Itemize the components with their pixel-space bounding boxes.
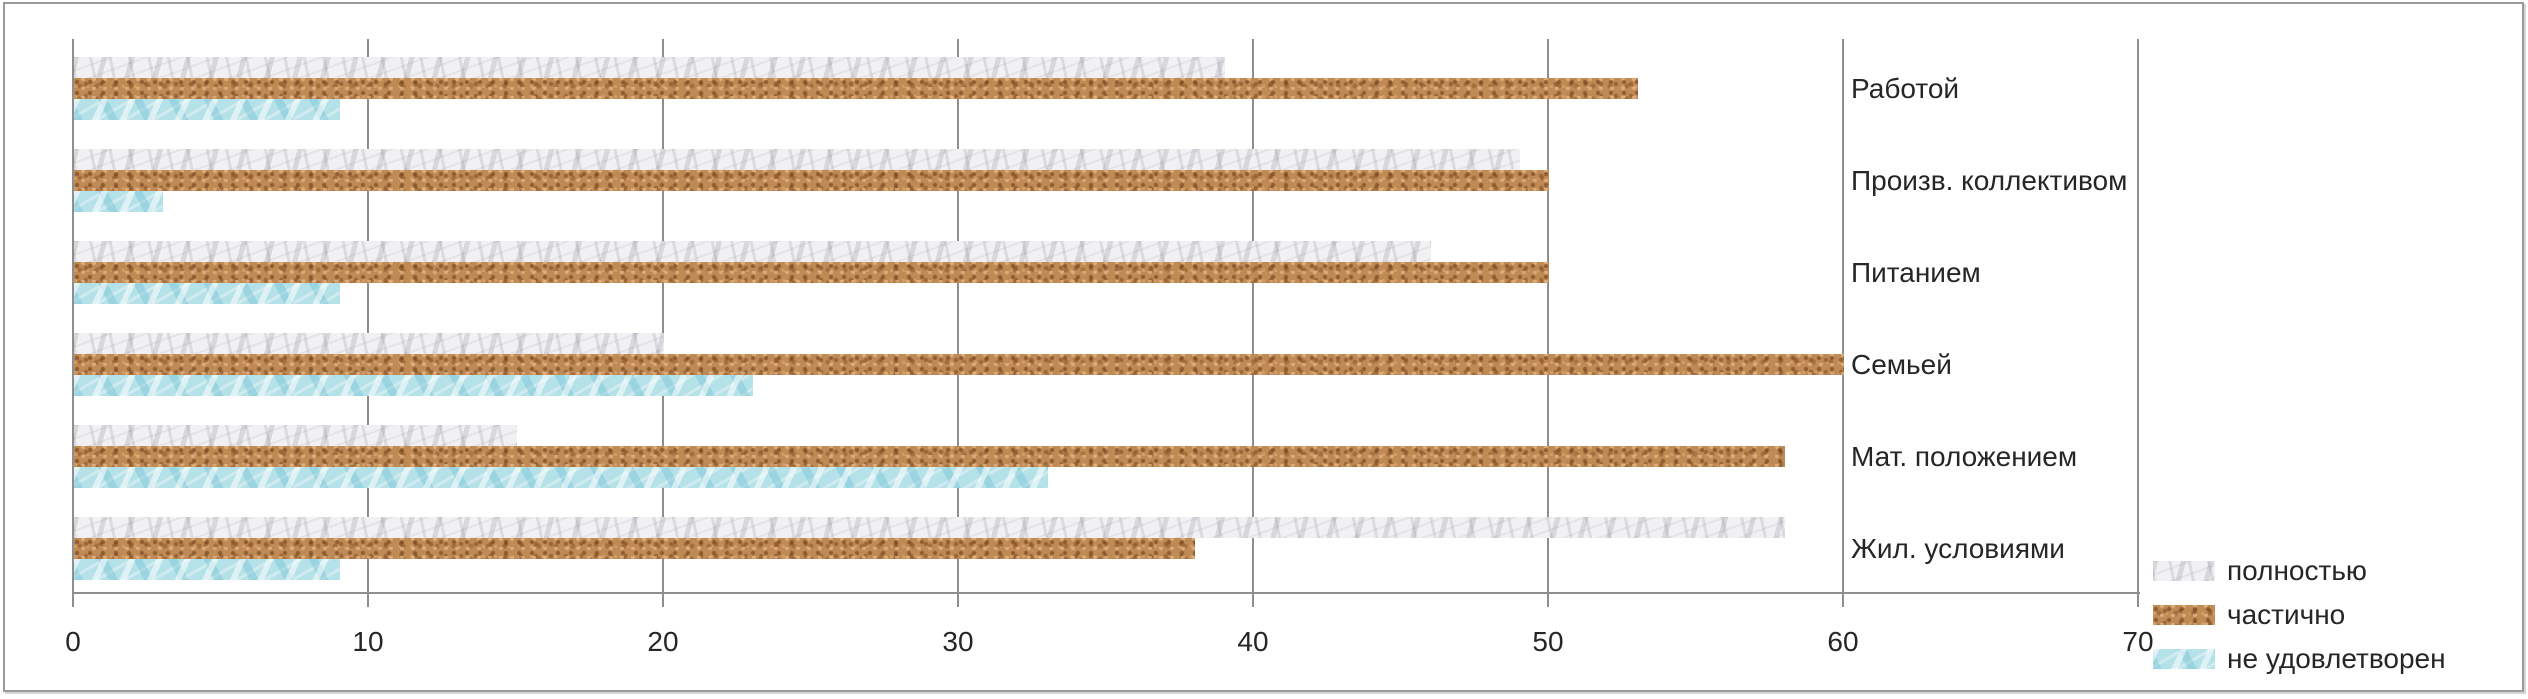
gridline-30 <box>957 39 959 592</box>
legend-label: не удовлетворен <box>2227 643 2446 674</box>
bar-series0-cat0 <box>74 57 1225 78</box>
legend-swatch-marble <box>2153 561 2215 581</box>
x-tick-label: 20 <box>647 626 679 657</box>
bar-series0-cat2 <box>74 241 1431 262</box>
plot-area <box>72 39 2139 592</box>
bar-series1-cat1 <box>74 170 1549 191</box>
axis-tick-50 <box>1547 592 1549 607</box>
bar-series1-cat2 <box>74 262 1549 283</box>
axis-tick-40 <box>1252 592 1254 607</box>
legend-label: полностью <box>2227 555 2367 586</box>
bar-series1-cat0 <box>74 78 1638 99</box>
gridline-20 <box>662 39 664 592</box>
x-tick-label: 40 <box>1237 626 1269 657</box>
legend: полностью частично не удовлетворен <box>2153 549 2446 681</box>
axis-tick-30 <box>957 592 959 607</box>
x-tick-label: 30 <box>942 626 974 657</box>
bar-series1-cat5 <box>74 538 1195 559</box>
legend-swatch-water <box>2153 649 2215 669</box>
legend-label: частично <box>2227 599 2346 630</box>
gridline-40 <box>1252 39 1254 592</box>
bar-series0-cat1 <box>74 149 1520 170</box>
bar-series1-cat4 <box>74 446 1785 467</box>
category-label-semej: Семьей <box>1851 349 1952 380</box>
bar-series0-cat5 <box>74 517 1785 538</box>
category-label-proizv: Произв. коллективом <box>1851 165 2128 196</box>
category-label-pitaniem: Питанием <box>1851 257 1981 288</box>
x-tick-label: 70 <box>2122 626 2154 657</box>
gridline-50 <box>1547 39 1549 592</box>
axis-tick-20 <box>662 592 664 607</box>
x-tick-label: 60 <box>1827 626 1859 657</box>
x-axis-line <box>72 592 2140 594</box>
axis-tick-60 <box>1842 592 1844 607</box>
bar-series2-cat5 <box>74 559 340 580</box>
category-label-mat-polozhen: Мат. положением <box>1851 441 2078 472</box>
category-label-zhil-uslov: Жил. условиями <box>1851 533 2065 564</box>
legend-item-ne-udovletvoren: не удовлетворен <box>2153 637 2446 681</box>
bar-series1-cat3 <box>74 354 1844 375</box>
bar-series2-cat3 <box>74 375 753 396</box>
gridline-10 <box>367 39 369 592</box>
axis-tick-0 <box>72 592 74 607</box>
legend-item-polnostyu: полностью <box>2153 549 2446 593</box>
gridline-60 <box>1842 39 1844 592</box>
axis-tick-10 <box>367 592 369 607</box>
bar-series2-cat2 <box>74 283 340 304</box>
x-tick-label: 10 <box>352 626 384 657</box>
bar-series2-cat4 <box>74 467 1048 488</box>
axis-tick-70 <box>2137 592 2139 607</box>
gridline-70 <box>2137 39 2139 592</box>
x-tick-label: 50 <box>1532 626 1564 657</box>
bar-series2-cat0 <box>74 99 340 120</box>
bar-series0-cat3 <box>74 333 664 354</box>
legend-swatch-cork <box>2153 605 2215 625</box>
category-label-rabotoj: Работой <box>1851 73 1960 104</box>
gridline-0 <box>72 39 74 592</box>
legend-item-chastichno: частично <box>2153 593 2446 637</box>
chart-frame: 0 10 20 30 40 50 60 70 Работой Произв. к… <box>3 2 2524 692</box>
bar-series0-cat4 <box>74 425 517 446</box>
bar-series2-cat1 <box>74 191 163 212</box>
x-tick-label: 0 <box>65 626 81 657</box>
